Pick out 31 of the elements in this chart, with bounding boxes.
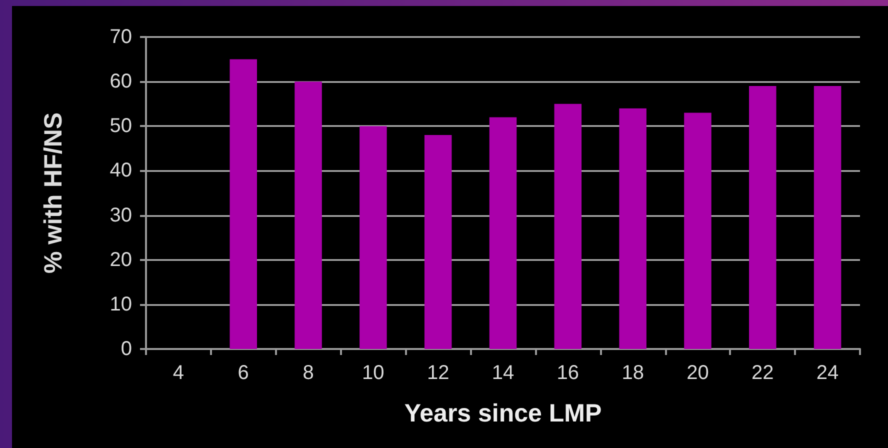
y-tick-label: 50 (110, 115, 132, 138)
y-tick-label: 40 (110, 160, 132, 182)
bar (230, 59, 257, 349)
x-tick-label: 22 (752, 362, 774, 384)
y-tick-label: 70 (110, 26, 132, 48)
y-tick-label: 60 (110, 70, 132, 93)
bar (489, 117, 517, 349)
x-tick-label: 24 (816, 362, 839, 384)
x-tick-label: 16 (556, 362, 580, 384)
bar (749, 86, 776, 349)
x-axis-title: Years since LMP (404, 400, 602, 428)
y-tick-label: 10 (110, 293, 132, 316)
y-tick-label: 0 (120, 338, 132, 360)
bar (814, 86, 842, 349)
bar (684, 112, 712, 349)
bar (554, 104, 582, 349)
x-tick-label: 8 (302, 362, 314, 384)
x-tick-label: 4 (172, 362, 184, 384)
y-axis-title: % with HF/NS (40, 112, 68, 274)
bar (360, 126, 387, 349)
x-tick-label: 18 (622, 362, 644, 384)
x-tick-label: 10 (362, 362, 384, 384)
y-tick-label: 30 (110, 204, 132, 226)
x-tick-label: 14 (492, 362, 514, 384)
x-tick-label: 20 (686, 362, 709, 384)
bar (294, 82, 322, 349)
y-tick-label: 20 (110, 248, 132, 271)
x-tick-label: 6 (238, 362, 249, 384)
x-tick-label: 12 (426, 362, 450, 384)
bar (619, 108, 646, 349)
bar (424, 135, 452, 349)
